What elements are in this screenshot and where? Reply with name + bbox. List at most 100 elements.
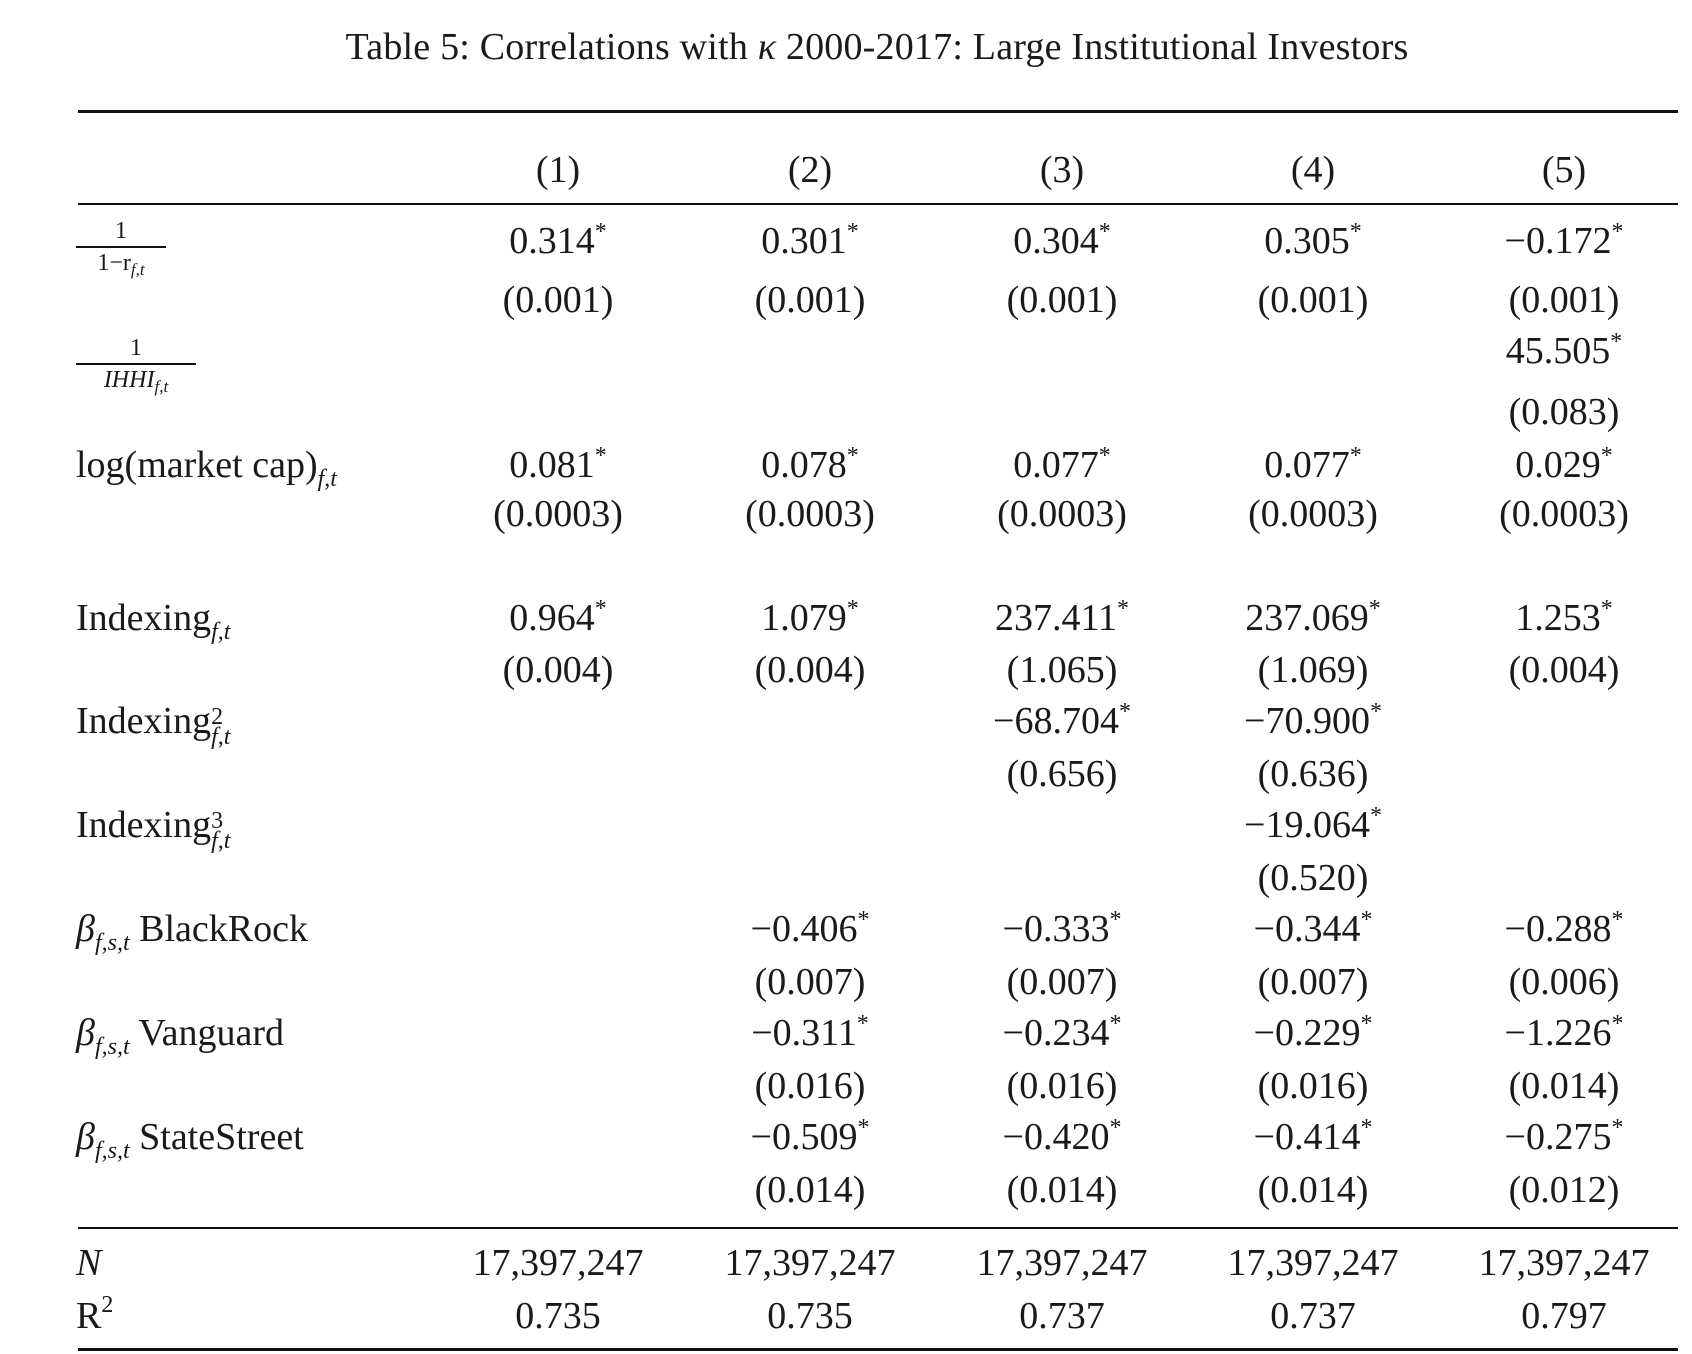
n-cell: 17,397,247	[1227, 1242, 1399, 1284]
coef-cell: −70.900*	[1244, 699, 1382, 742]
significance-star: *	[1098, 443, 1111, 469]
coef-cell: −0.275*	[1504, 1115, 1624, 1158]
se-cell: (0.006)	[1508, 961, 1620, 1003]
significance-star: *	[1611, 907, 1624, 933]
significance-star: *	[1611, 1011, 1624, 1037]
row-label-indexing-squared: Indexing 2 f,t	[76, 700, 231, 750]
row-label-inv-one-minus-r: 1 1−rf,t	[76, 218, 166, 278]
column-header-2: (2)	[787, 149, 833, 191]
se-cell: (0.014)	[1508, 1065, 1620, 1107]
coef-cell: 0.078*	[761, 443, 859, 486]
column-header-1: (1)	[535, 149, 581, 191]
row-label-log-market-cap: log(market cap)f,t	[76, 444, 337, 492]
coef-cell: −0.333*	[1002, 907, 1122, 950]
se-cell: (0.007)	[754, 961, 866, 1003]
se-cell: (0.0003)	[997, 493, 1127, 535]
se-cell: (0.0003)	[745, 493, 875, 535]
column-header-3: (3)	[1039, 149, 1085, 191]
coef-cell: 1.079*	[761, 596, 859, 639]
se-cell: (0.007)	[1006, 961, 1118, 1003]
se-cell: (0.001)	[1257, 279, 1369, 321]
n-cell: 17,397,247	[724, 1242, 896, 1284]
coef-cell: 0.077*	[1264, 443, 1362, 486]
coef-cell: 0.305*	[1264, 219, 1362, 262]
significance-star: *	[1118, 699, 1131, 725]
significance-star: *	[1600, 596, 1613, 622]
significance-star: *	[594, 219, 607, 245]
se-cell: (0.016)	[1006, 1065, 1118, 1107]
se-cell: (0.016)	[1257, 1065, 1369, 1107]
n-cell: 17,397,247	[472, 1242, 644, 1284]
se-cell: (0.001)	[502, 279, 614, 321]
coef-cell: −19.064*	[1244, 803, 1382, 846]
bottom-rule	[78, 1348, 1678, 1351]
r-squared-cell: 0.797	[1521, 1295, 1607, 1337]
r-squared-cell: 0.737	[1270, 1295, 1356, 1337]
significance-star: *	[1360, 907, 1373, 933]
coef-cell: 45.505*	[1505, 329, 1623, 372]
significance-star: *	[857, 907, 870, 933]
significance-star: *	[1098, 219, 1111, 245]
coef-cell: −0.406*	[750, 907, 870, 950]
significance-star: *	[594, 596, 607, 622]
coef-cell: −68.704*	[993, 699, 1131, 742]
coef-cell: 0.964*	[509, 596, 607, 639]
significance-star: *	[1369, 803, 1382, 829]
table-caption: Table 5: Correlations with κ 2000-2017: …	[345, 26, 1409, 68]
r-squared-cell: 0.737	[1019, 1295, 1105, 1337]
se-cell: (1.065)	[1006, 649, 1118, 691]
coef-cell: −0.172*	[1504, 219, 1624, 262]
se-cell: (0.0003)	[1248, 493, 1378, 535]
se-cell: (0.004)	[502, 649, 614, 691]
row-label-beta-vanguard: βf,s,t Vanguard	[76, 1012, 285, 1060]
se-cell: (0.0003)	[493, 493, 623, 535]
coef-cell: 237.411*	[994, 596, 1130, 639]
coef-cell: −0.288*	[1504, 907, 1624, 950]
coef-cell: 0.314*	[509, 219, 607, 262]
se-cell: (0.004)	[1508, 649, 1620, 691]
significance-star: *	[594, 443, 607, 469]
significance-star: *	[1611, 219, 1624, 245]
se-cell: (0.636)	[1257, 753, 1369, 795]
coef-cell: −0.311*	[751, 1011, 869, 1054]
significance-star: *	[1117, 596, 1130, 622]
row-label-n: N	[76, 1242, 102, 1284]
se-cell: (0.014)	[754, 1169, 866, 1211]
coef-cell: 237.069*	[1245, 596, 1381, 639]
se-cell: (1.069)	[1257, 649, 1369, 691]
se-cell: (0.014)	[1257, 1169, 1369, 1211]
se-cell: (0.016)	[754, 1065, 866, 1107]
column-header-4: (4)	[1290, 149, 1336, 191]
significance-star: *	[856, 1011, 869, 1037]
coef-cell: −0.414*	[1253, 1115, 1373, 1158]
significance-star: *	[1349, 443, 1362, 469]
coef-cell: 0.081*	[509, 443, 607, 486]
se-cell: (0.656)	[1006, 753, 1118, 795]
row-label-indexing: Indexingf,t	[76, 597, 231, 645]
significance-star: *	[857, 1115, 870, 1141]
significance-star: *	[1368, 596, 1381, 622]
se-cell: (0.012)	[1508, 1169, 1620, 1211]
coef-cell: 0.304*	[1013, 219, 1111, 262]
r-squared-cell: 0.735	[515, 1295, 601, 1337]
significance-star: *	[1109, 907, 1122, 933]
se-cell: (0.001)	[754, 279, 866, 321]
significance-star: *	[1360, 1011, 1373, 1037]
row-label-inv-ihhi: 1 IHHIf,t	[76, 335, 196, 395]
se-cell: (0.001)	[1006, 279, 1118, 321]
significance-star: *	[1610, 329, 1623, 355]
coef-cell: 1.253*	[1515, 596, 1613, 639]
significance-star: *	[846, 596, 859, 622]
coef-cell: 0.029*	[1515, 443, 1613, 486]
n-cell: 17,397,247	[1478, 1242, 1650, 1284]
significance-star: *	[1369, 699, 1382, 725]
significance-star: *	[1349, 219, 1362, 245]
se-cell: (0.0003)	[1499, 493, 1629, 535]
coef-cell: 0.077*	[1013, 443, 1111, 486]
row-label-beta-blackrock: βf,s,t BlackRock	[76, 908, 308, 956]
row-label-indexing-cubed: Indexing 3 f,t	[76, 804, 231, 854]
caption-kappa: κ	[757, 26, 777, 68]
coef-cell: −0.234*	[1002, 1011, 1122, 1054]
significance-star: *	[1600, 443, 1613, 469]
significance-star: *	[1109, 1115, 1122, 1141]
